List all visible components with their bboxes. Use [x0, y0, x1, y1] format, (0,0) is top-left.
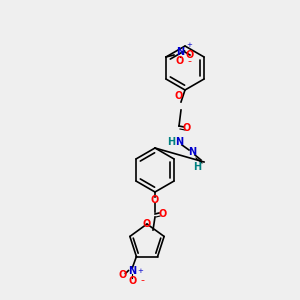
Text: N: N	[176, 47, 184, 57]
Text: H: H	[193, 162, 201, 172]
Text: -: -	[140, 276, 144, 286]
Text: N: N	[175, 137, 183, 147]
Text: +: +	[137, 268, 143, 274]
Text: O: O	[175, 91, 183, 101]
Text: O: O	[159, 209, 167, 219]
Text: O: O	[186, 50, 194, 60]
Text: O: O	[151, 195, 159, 205]
Text: O: O	[128, 276, 136, 286]
Text: O: O	[143, 219, 151, 229]
Text: H: H	[167, 137, 175, 147]
Text: N: N	[128, 266, 136, 276]
Text: O: O	[183, 123, 191, 133]
Text: O: O	[176, 56, 184, 66]
Text: +: +	[186, 42, 192, 48]
Text: N: N	[188, 147, 196, 157]
Text: -: -	[188, 56, 192, 66]
Text: O: O	[118, 270, 127, 280]
